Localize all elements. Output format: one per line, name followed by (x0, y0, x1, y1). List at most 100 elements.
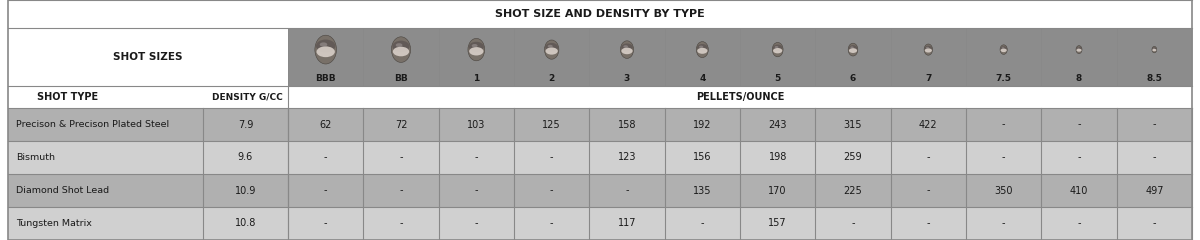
Text: -: - (474, 218, 478, 228)
Text: -: - (550, 186, 553, 196)
Text: 4: 4 (700, 74, 706, 83)
Text: -: - (1002, 218, 1006, 228)
Bar (288, 28, 1192, 86)
Ellipse shape (620, 41, 634, 58)
Ellipse shape (468, 38, 485, 61)
Ellipse shape (1001, 48, 1007, 52)
Ellipse shape (925, 48, 932, 53)
Text: Diamond Shot Lead: Diamond Shot Lead (16, 186, 109, 195)
Text: 259: 259 (844, 152, 863, 162)
Text: 422: 422 (919, 120, 937, 130)
Ellipse shape (547, 45, 553, 48)
Ellipse shape (1152, 47, 1157, 50)
Ellipse shape (848, 48, 857, 53)
Text: 10.9: 10.9 (235, 186, 256, 196)
Ellipse shape (1152, 46, 1157, 53)
Text: 10.8: 10.8 (235, 218, 256, 228)
Ellipse shape (926, 47, 929, 48)
Text: 8: 8 (1076, 74, 1082, 83)
Text: 2: 2 (548, 74, 554, 83)
Ellipse shape (317, 46, 335, 57)
Bar (8, 141, 1192, 174)
Ellipse shape (622, 43, 632, 51)
Text: 198: 198 (768, 152, 787, 162)
Text: 225: 225 (844, 186, 863, 196)
Ellipse shape (851, 46, 853, 48)
Ellipse shape (1078, 48, 1080, 49)
Text: SHOT SIZES: SHOT SIZES (113, 52, 182, 62)
Ellipse shape (1153, 48, 1154, 49)
Text: -: - (625, 186, 629, 196)
Text: -: - (400, 218, 403, 228)
Text: -: - (324, 218, 328, 228)
Bar (8, 207, 1192, 240)
Text: 410: 410 (1070, 186, 1088, 196)
Ellipse shape (848, 43, 858, 56)
Ellipse shape (775, 46, 779, 48)
Ellipse shape (545, 40, 559, 59)
Text: -: - (926, 218, 930, 228)
Text: Bismuth: Bismuth (16, 153, 55, 162)
Ellipse shape (319, 42, 328, 47)
Text: 192: 192 (694, 120, 712, 130)
Text: 62: 62 (319, 120, 332, 130)
Text: -: - (926, 152, 930, 162)
Text: -: - (400, 152, 403, 162)
Text: 497: 497 (1145, 186, 1164, 196)
Text: -: - (324, 152, 328, 162)
Ellipse shape (773, 48, 782, 53)
Text: PELLETS/OUNCE: PELLETS/OUNCE (696, 92, 784, 102)
Text: 1: 1 (473, 74, 480, 83)
Text: 157: 157 (768, 218, 787, 228)
Text: 117: 117 (618, 218, 636, 228)
Text: 156: 156 (694, 152, 712, 162)
Text: 9.6: 9.6 (238, 152, 253, 162)
Text: 5: 5 (774, 74, 781, 83)
Ellipse shape (546, 48, 558, 55)
Bar (8, 28, 288, 86)
Text: Tungsten Matrix: Tungsten Matrix (16, 219, 92, 228)
Ellipse shape (545, 43, 558, 52)
Text: 125: 125 (542, 120, 560, 130)
Ellipse shape (700, 46, 703, 48)
Text: -: - (324, 186, 328, 196)
Text: -: - (1078, 152, 1081, 162)
Ellipse shape (697, 44, 708, 51)
Text: SHOT TYPE: SHOT TYPE (37, 92, 98, 102)
Text: 103: 103 (467, 120, 486, 130)
Text: 72: 72 (395, 120, 407, 130)
Text: Precison & Precison Plated Steel: Precison & Precison Plated Steel (16, 120, 169, 129)
Ellipse shape (924, 44, 932, 55)
Text: -: - (1078, 218, 1081, 228)
Ellipse shape (924, 46, 932, 51)
Text: -: - (1152, 218, 1156, 228)
Bar (8, 86, 1192, 108)
Text: -: - (926, 186, 930, 196)
Text: 158: 158 (618, 120, 636, 130)
Text: 7.5: 7.5 (996, 74, 1012, 83)
Text: -: - (400, 186, 403, 196)
Text: -: - (1152, 120, 1156, 130)
Text: 135: 135 (694, 186, 712, 196)
Ellipse shape (472, 44, 478, 47)
Ellipse shape (1076, 49, 1081, 52)
Text: -: - (474, 186, 478, 196)
Ellipse shape (1000, 45, 1007, 54)
Text: -: - (474, 152, 478, 162)
Ellipse shape (697, 48, 708, 54)
Bar (8, 174, 1192, 207)
Ellipse shape (391, 37, 410, 62)
Text: DENSITY G/CC: DENSITY G/CC (211, 92, 282, 102)
Text: SHOT SIZE AND DENSITY BY TYPE: SHOT SIZE AND DENSITY BY TYPE (496, 9, 704, 19)
Bar (8, 0, 1192, 28)
Text: 8.5: 8.5 (1146, 74, 1163, 83)
Ellipse shape (622, 48, 632, 54)
Ellipse shape (469, 42, 484, 52)
Ellipse shape (469, 47, 484, 55)
Ellipse shape (396, 43, 402, 47)
Ellipse shape (773, 45, 782, 51)
Ellipse shape (392, 41, 409, 52)
Ellipse shape (1076, 46, 1082, 54)
Text: -: - (1002, 152, 1006, 162)
Bar (8, 108, 1192, 141)
